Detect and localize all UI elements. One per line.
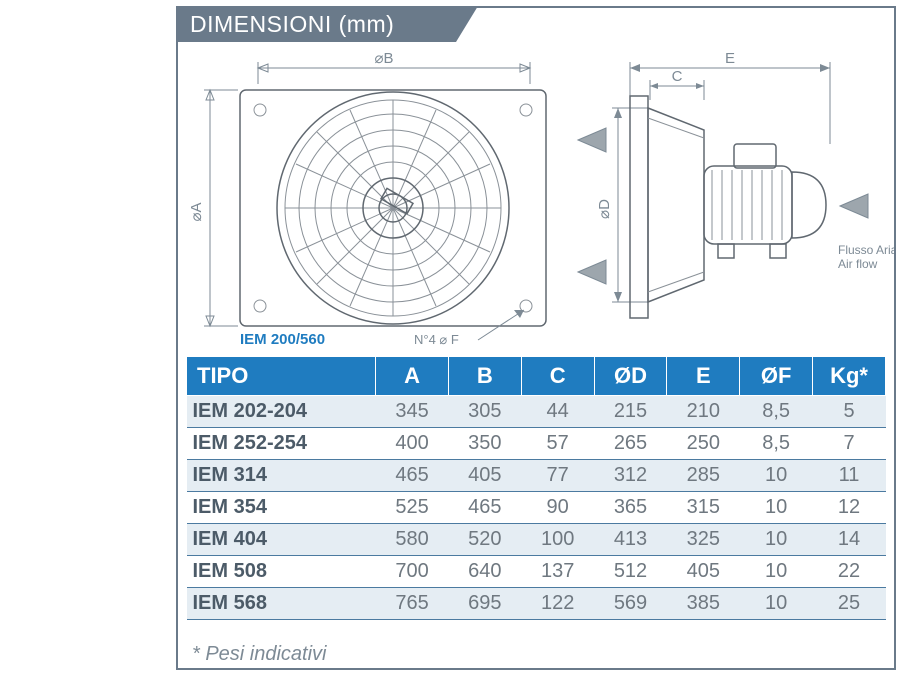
footnote: * Pesi indicativi (192, 643, 327, 666)
airflow-arrow-icon (578, 260, 606, 284)
table-row: IEM 202-204345305442152108,55 (187, 396, 886, 428)
airflow-label-en: Air flow (838, 257, 878, 271)
cell-value: 10 (740, 460, 813, 492)
cell-value: 57 (521, 428, 594, 460)
col-od: ØD (594, 357, 667, 396)
cell-value: 305 (448, 396, 521, 428)
cell-tipo: IEM 354 (187, 492, 376, 524)
cell-value: 5 (813, 396, 886, 428)
col-kg: Kg* (813, 357, 886, 396)
cell-value: 695 (448, 588, 521, 620)
table-row: IEM 5087006401375124051022 (187, 556, 886, 588)
col-b: B (448, 357, 521, 396)
col-a: A (376, 357, 449, 396)
cell-value: 413 (594, 524, 667, 556)
cell-value: 512 (594, 556, 667, 588)
cell-value: 400 (376, 428, 449, 460)
cell-value: 350 (448, 428, 521, 460)
spec-panel: DIMENSIONI (mm) ⌀B ⌀A (176, 6, 896, 670)
cell-value: 210 (667, 396, 740, 428)
technical-drawing: ⌀B ⌀A (178, 44, 894, 352)
cell-value: 90 (521, 492, 594, 524)
dimensions-table-wrap: TIPO A B C ØD E ØF Kg* IEM 202-204345305… (186, 356, 886, 620)
cell-value: 122 (521, 588, 594, 620)
col-e: E (667, 357, 740, 396)
cell-value: 100 (521, 524, 594, 556)
dim-d-label: ⌀D (596, 199, 613, 219)
cell-value: 10 (740, 492, 813, 524)
cell-value: 700 (376, 556, 449, 588)
dimensions-table: TIPO A B C ØD E ØF Kg* IEM 202-204345305… (186, 356, 886, 620)
dim-b-label: ⌀B (374, 50, 393, 67)
table-row: IEM 5687656951225693851025 (187, 588, 886, 620)
cell-value: 22 (813, 556, 886, 588)
cell-value: 77 (521, 460, 594, 492)
cell-value: 215 (594, 396, 667, 428)
cell-value: 312 (594, 460, 667, 492)
cell-value: 569 (594, 588, 667, 620)
cell-value: 385 (667, 588, 740, 620)
table-row: IEM 314465405773122851011 (187, 460, 886, 492)
cell-value: 11 (813, 460, 886, 492)
cell-value: 765 (376, 588, 449, 620)
panel-header: DIMENSIONI (mm) (176, 6, 456, 42)
cell-value: 7 (813, 428, 886, 460)
cell-value: 8,5 (740, 396, 813, 428)
cell-value: 405 (448, 460, 521, 492)
dim-c-label: C (672, 68, 683, 85)
col-tipo: TIPO (187, 357, 376, 396)
holes-note: N°4 ⌀ F (414, 332, 459, 347)
table-row: IEM 4045805201004133251014 (187, 524, 886, 556)
table-row: IEM 252-254400350572652508,57 (187, 428, 886, 460)
cell-value: 315 (667, 492, 740, 524)
cell-value: 325 (667, 524, 740, 556)
cell-tipo: IEM 568 (187, 588, 376, 620)
dim-a-label: ⌀A (188, 202, 205, 221)
cell-value: 465 (376, 460, 449, 492)
cell-tipo: IEM 508 (187, 556, 376, 588)
cell-value: 405 (667, 556, 740, 588)
cell-value: 25 (813, 588, 886, 620)
cell-value: 44 (521, 396, 594, 428)
panel-title: DIMENSIONI (mm) (190, 11, 394, 38)
airflow-arrow-icon (840, 194, 868, 218)
cell-value: 137 (521, 556, 594, 588)
cell-tipo: IEM 252-254 (187, 428, 376, 460)
cell-value: 10 (740, 556, 813, 588)
col-of: ØF (740, 357, 813, 396)
cell-value: 520 (448, 524, 521, 556)
cell-value: 285 (667, 460, 740, 492)
cell-value: 10 (740, 588, 813, 620)
col-c: C (521, 357, 594, 396)
cell-value: 640 (448, 556, 521, 588)
cell-value: 14 (813, 524, 886, 556)
cell-value: 465 (448, 492, 521, 524)
cell-value: 10 (740, 524, 813, 556)
table-row: IEM 354525465903653151012 (187, 492, 886, 524)
table-header-row: TIPO A B C ØD E ØF Kg* (187, 357, 886, 396)
airflow-label-it: Flusso Aria (838, 243, 894, 257)
airflow-arrow-icon (578, 128, 606, 152)
cell-value: 525 (376, 492, 449, 524)
cell-tipo: IEM 314 (187, 460, 376, 492)
cell-value: 365 (594, 492, 667, 524)
cell-value: 265 (594, 428, 667, 460)
cell-value: 8,5 (740, 428, 813, 460)
model-label: IEM 200/560 (240, 331, 325, 348)
cell-value: 250 (667, 428, 740, 460)
cell-value: 345 (376, 396, 449, 428)
cell-value: 12 (813, 492, 886, 524)
cell-tipo: IEM 202-204 (187, 396, 376, 428)
cell-tipo: IEM 404 (187, 524, 376, 556)
dim-e-label: E (725, 50, 735, 67)
cell-value: 580 (376, 524, 449, 556)
